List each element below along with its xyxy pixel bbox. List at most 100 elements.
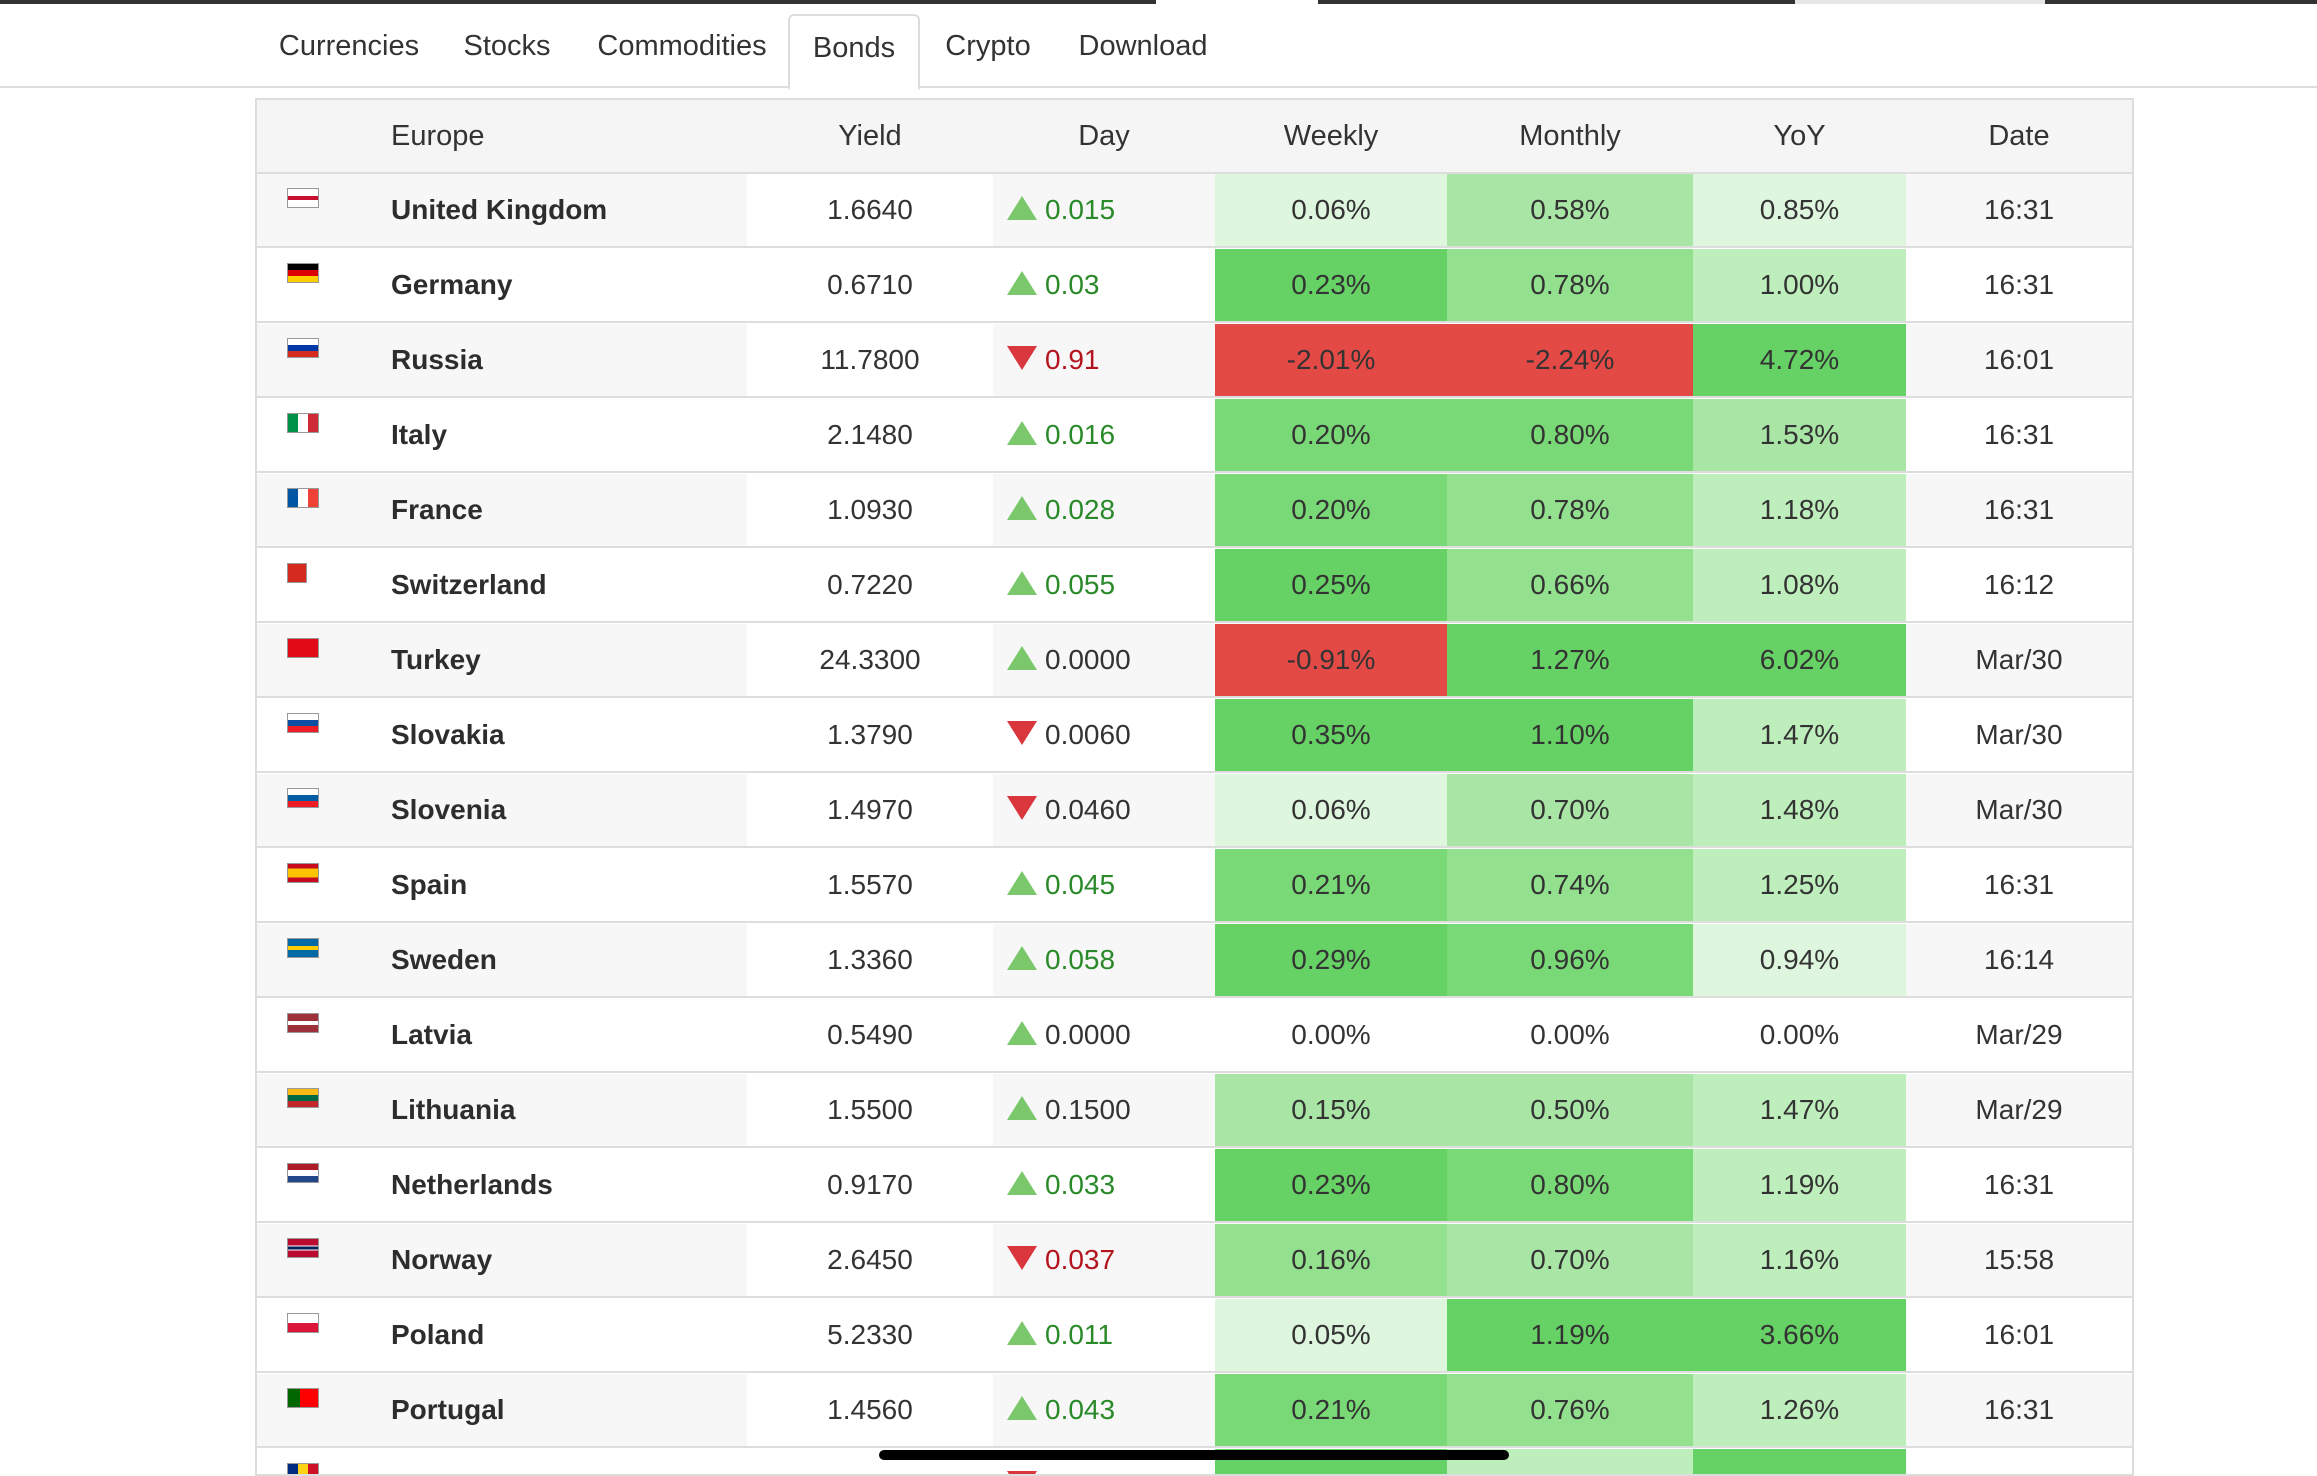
weekly-change: 0.25%: [1215, 549, 1447, 621]
country-name[interactable]: Slovakia: [391, 719, 505, 750]
country-name[interactable]: Poland: [391, 1319, 485, 1350]
weekly-change: 0.05%: [1215, 1299, 1447, 1371]
yield-value: 24.3300: [747, 624, 993, 696]
day-change-value: 0.055: [1045, 569, 1116, 600]
table-row[interactable]: Lithuania 1.5500 0.1500 0.15% 0.50% 1.47% Mar/…: [257, 1074, 2132, 1148]
day-change: 0.0000: [993, 999, 1215, 1071]
country-name[interactable]: France: [391, 494, 483, 525]
monthly-change: -2.24%: [1447, 324, 1693, 396]
table-row[interactable]: Sweden 1.3360 0.058 0.29% 0.96% 0.94% 16:14: [257, 924, 2132, 998]
table-row[interactable]: Germany 0.6710 0.03 0.23% 0.78% 1.00% 16:31: [257, 249, 2132, 323]
table-row[interactable]: United Kingdom 1.6640 0.015 0.06% 0.58% 0.85%…: [257, 174, 2132, 248]
country-name[interactable]: Italy: [391, 419, 448, 450]
country-flag-cell: [271, 999, 319, 1071]
header-yield[interactable]: Yield: [838, 120, 902, 152]
header-day[interactable]: Day: [1078, 120, 1130, 152]
table-row[interactable]: France 1.0930 0.028 0.20% 0.78% 1.18% 16:31: [257, 474, 2132, 548]
yield-value: 1.3360: [747, 924, 993, 996]
tab-crypto[interactable]: Crypto: [945, 30, 1031, 62]
table-row[interactable]: Slovenia 1.4970 0.0460 0.06% 0.70% 1.48% Mar/3…: [257, 774, 2132, 848]
weekly-change: 0.20%: [1215, 399, 1447, 471]
country-flag-cell: [271, 474, 319, 546]
country-name[interactable]: Norway: [391, 1244, 493, 1275]
yield-value: 0.6710: [747, 249, 993, 321]
table-row[interactable]: Latvia 0.5490 0.0000 0.00% 0.00% 0.00% Mar/29: [257, 999, 2132, 1073]
arrow-up-icon: [1007, 420, 1037, 445]
day-change: 0.045: [993, 849, 1215, 921]
country-flag-cell: [271, 1449, 319, 1474]
day-change-value: 0.0900: [1045, 1469, 1131, 1474]
arrow-up-icon: [1007, 1170, 1037, 1195]
header-date[interactable]: Date: [1988, 120, 2050, 152]
arrow-up-icon: [1007, 1020, 1037, 1045]
arrow-up-icon: [1007, 945, 1037, 970]
tab-commodities[interactable]: Commodities: [597, 30, 767, 62]
country-flag-cell: [271, 1374, 319, 1446]
table-row[interactable]: Netherlands 0.9170 0.033 0.23% 0.80% 1.19% 16:…: [257, 1149, 2132, 1223]
day-change: 0.0460: [993, 774, 1215, 846]
yield-value: 1.4560: [747, 1374, 993, 1446]
country-name[interactable]: Latvia: [391, 1019, 472, 1050]
day-change: 0.058: [993, 924, 1215, 996]
monthly-change: 1.27%: [1447, 624, 1693, 696]
monthly-change: 0.80%: [1447, 399, 1693, 471]
yield-value: 2.6450: [747, 1224, 993, 1296]
country-name[interactable]: Lithuania: [391, 1094, 516, 1125]
country-name[interactable]: Netherlands: [391, 1169, 553, 1200]
country-name[interactable]: Romania: [391, 1449, 741, 1474]
header-yoy[interactable]: YoY: [1773, 120, 1826, 152]
country-flag-cell: [271, 1299, 319, 1371]
update-date: Mar/29: [1975, 1019, 2063, 1050]
day-change-value: 0.058: [1045, 944, 1116, 975]
country-name[interactable]: United Kingdom: [391, 194, 608, 225]
country-name[interactable]: Russia: [391, 344, 483, 375]
yoy-change: 0.85%: [1693, 174, 1906, 246]
header-region[interactable]: Europe: [391, 120, 485, 152]
country-name[interactable]: Turkey: [391, 644, 481, 675]
country-name[interactable]: Germany: [391, 269, 513, 300]
table-row[interactable]: Spain 1.5570 0.045 0.21% 0.74% 1.25% 16:31: [257, 849, 2132, 923]
update-date: 15:58: [1983, 1244, 2055, 1275]
header-monthly[interactable]: Monthly: [1519, 120, 1621, 152]
monthly-change: 0.96%: [1447, 924, 1693, 996]
country-name[interactable]: Sweden: [391, 944, 497, 975]
table-row[interactable]: Russia 11.7800 0.91 -2.01% -2.24% 4.72% 16:01: [257, 324, 2132, 398]
top-edge-gap: [1156, 0, 1318, 4]
tab-download[interactable]: Download: [1078, 30, 1208, 62]
day-change-value: 0.011: [1045, 1319, 1113, 1350]
day-change-value: 0.016: [1045, 419, 1116, 450]
yoy-change: 1.00%: [1693, 249, 1906, 321]
arrow-up-icon: [1007, 570, 1037, 595]
table-row[interactable]: Romania6.22000.09000.54%0.44%3.26%Mar/30: [257, 1449, 2132, 1474]
table-row[interactable]: Slovakia 1.3790 0.0060 0.35% 1.10% 1.47% Mar/3…: [257, 699, 2132, 773]
table-row[interactable]: Turkey 24.3300 0.0000 -0.91% 1.27% 6.02% Mar/3…: [257, 624, 2132, 698]
yield-value: 0.7220: [747, 549, 993, 621]
tab-stocks[interactable]: Stocks: [463, 30, 551, 62]
country-name[interactable]: Spain: [391, 869, 468, 900]
country-name[interactable]: Portugal: [391, 1394, 505, 1425]
country-flag-cell: [271, 549, 307, 621]
table-row[interactable]: Switzerland 0.7220 0.055 0.25% 0.66% 1.08% 16:…: [257, 549, 2132, 623]
day-change-value: 0.037: [1045, 1244, 1116, 1275]
day-change-value: 0.015: [1045, 194, 1116, 225]
arrow-down-icon: [1007, 720, 1037, 745]
top-edge-bar: [0, 0, 1318, 4]
country-flag-cell: [271, 924, 319, 996]
table-row[interactable]: Poland 5.2330 0.011 0.05% 1.19% 3.66% 16:01: [257, 1299, 2132, 1373]
country-name[interactable]: Switzerland: [391, 569, 547, 600]
day-change: 0.011: [993, 1299, 1215, 1371]
tab-bonds[interactable]: Bonds: [788, 14, 920, 90]
country-flag-cell: [271, 624, 319, 696]
table-row[interactable]: Norway 2.6450 0.037 0.16% 0.70% 1.16% 15:58: [257, 1224, 2132, 1298]
slovenia-flag-icon: [287, 788, 319, 808]
day-change-value: 0.0460: [1045, 794, 1131, 825]
tab-currencies[interactable]: Currencies: [278, 30, 420, 62]
arrow-down-icon: [1007, 1245, 1037, 1270]
header-weekly[interactable]: Weekly: [1283, 120, 1379, 152]
table-row[interactable]: Portugal 1.4560 0.043 0.21% 0.76% 1.26% 16:31: [257, 1374, 2132, 1448]
country-flag-cell: [271, 1149, 319, 1221]
country-name[interactable]: Slovenia: [391, 794, 507, 825]
day-change: 0.91: [993, 324, 1215, 396]
france-flag-icon: [287, 488, 319, 508]
table-row[interactable]: Italy 2.1480 0.016 0.20% 0.80% 1.53% 16:31: [257, 399, 2132, 473]
